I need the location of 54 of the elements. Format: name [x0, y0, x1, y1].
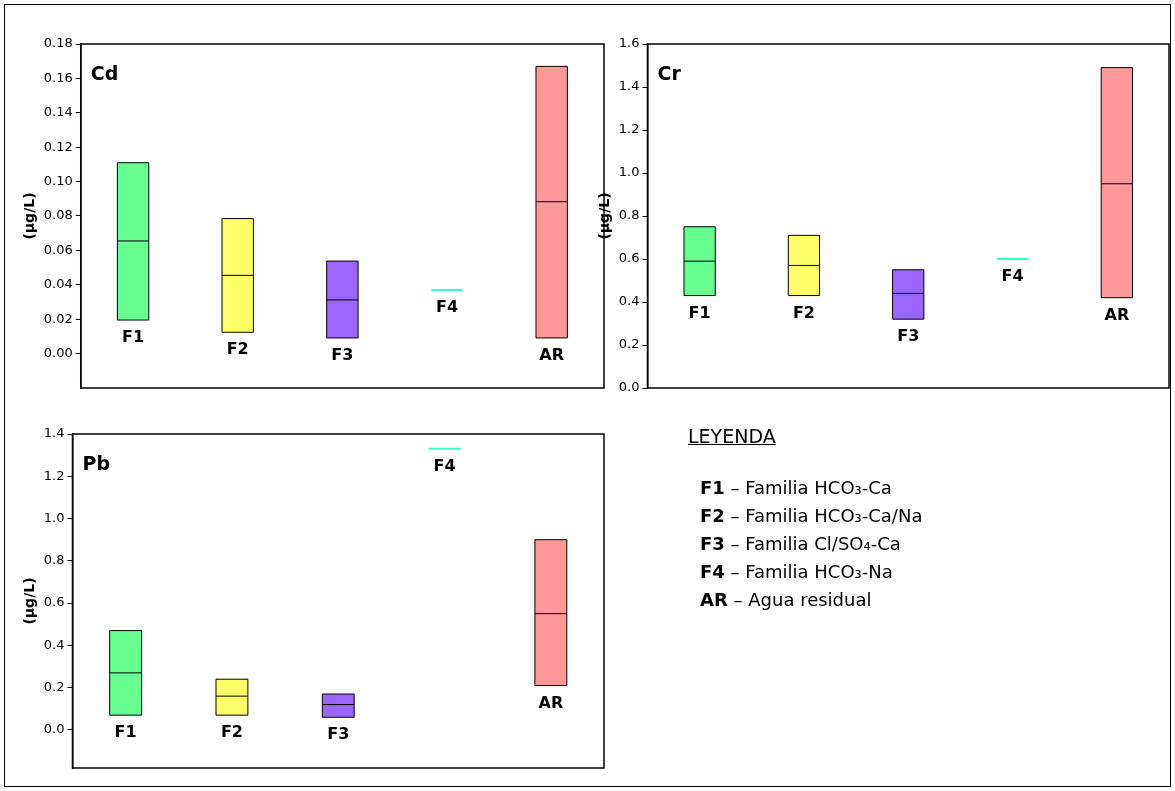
- category-label: F2: [226, 339, 249, 359]
- y-tick-label: 0.08: [43, 207, 73, 223]
- y-tick-label: 0.14: [43, 104, 73, 120]
- y-tick-label: 0.02: [43, 310, 73, 326]
- category-label: F4: [435, 297, 459, 317]
- category-label: F1: [688, 302, 711, 322]
- y-tick-label: 0.12: [43, 138, 73, 154]
- y-tick-label: 0.00: [43, 344, 73, 360]
- y-tick-label: 0.16: [43, 69, 73, 85]
- text: F4 – Familia HCO₃-Na: [700, 561, 894, 583]
- y-tick-label: 0.4: [43, 636, 65, 652]
- category-label: AR: [538, 692, 564, 712]
- category-label: F3: [327, 724, 350, 744]
- y-axis-title: (µg/L): [21, 577, 38, 625]
- category-label: F4: [1001, 266, 1024, 286]
- y-tick-label: 0.10: [43, 172, 73, 188]
- text: LEYENDA: [688, 425, 777, 447]
- y-axis-title: (µg/L): [21, 192, 38, 240]
- text: F1 – Familia HCO₃-Ca: [700, 477, 893, 499]
- category-label: F1: [114, 722, 137, 742]
- text: Cd: [90, 62, 119, 85]
- text: AR – Agua residual: [700, 589, 873, 611]
- y-tick-label: 0.06: [43, 241, 73, 257]
- y-tick-label: 1.2: [43, 467, 65, 483]
- text: F2 – Familia HCO₃-Ca/Na: [700, 505, 923, 527]
- text: Cr: [657, 62, 682, 85]
- y-tick-label: 0.6: [618, 250, 640, 266]
- y-tick-label: 0.18: [43, 35, 73, 51]
- y-tick-label: 0.4: [618, 293, 640, 309]
- y-tick-label: 1.2: [618, 121, 640, 137]
- category-label: AR: [1104, 304, 1130, 324]
- category-label: F2: [220, 722, 243, 742]
- y-tick-label: 1.0: [43, 509, 65, 525]
- y-tick-label: 1.4: [618, 78, 640, 94]
- y-tick-label: 0.2: [618, 336, 640, 352]
- y-tick-label: 1.4: [43, 425, 65, 441]
- text: Pb: [82, 452, 111, 475]
- category-label: F1: [122, 327, 145, 347]
- y-tick-label: 1.6: [618, 35, 640, 51]
- y-tick-label: 0.8: [618, 207, 640, 223]
- y-tick-label: 0.8: [43, 552, 65, 568]
- category-label: AR: [539, 345, 565, 365]
- y-tick-label: 0.0: [618, 379, 640, 395]
- text: F3 – Familia Cl/SO₄-Ca: [700, 533, 902, 555]
- y-tick-label: 0.2: [43, 679, 65, 695]
- category-label: F3: [897, 326, 920, 346]
- y-axis-title: (µg/L): [596, 192, 613, 240]
- y-tick-label: 0.0: [43, 721, 65, 737]
- category-label: F4: [433, 455, 456, 475]
- category-label: F3: [331, 345, 354, 365]
- y-tick-label: 0.04: [43, 276, 73, 292]
- y-tick-label: 1.0: [618, 164, 640, 180]
- category-label: F2: [792, 302, 815, 322]
- y-tick-label: 0.6: [43, 594, 65, 610]
